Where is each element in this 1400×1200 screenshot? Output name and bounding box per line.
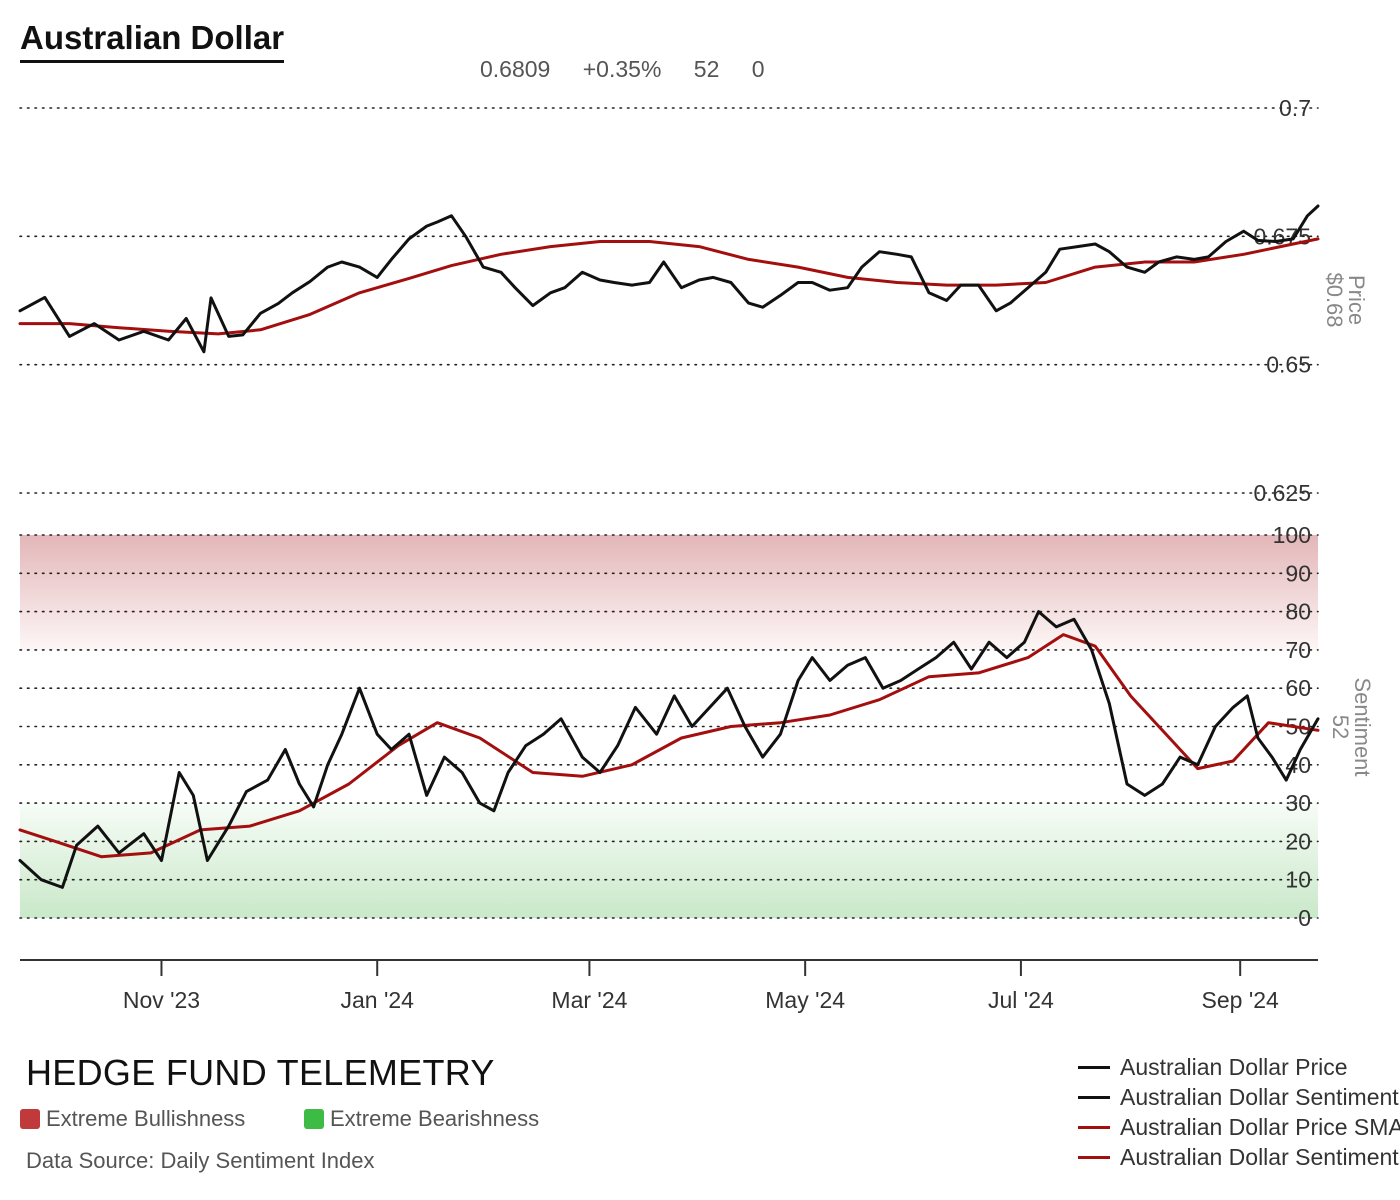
sentiment-tick-label: 20 — [1285, 828, 1311, 854]
sentiment-tick-label: 0 — [1298, 905, 1311, 931]
stat-sentiment: 52 — [693, 56, 720, 82]
sentiment-tick-label: 80 — [1285, 599, 1311, 625]
legend-label-price: Australian Dollar Price — [1120, 1053, 1348, 1080]
legend-label-sentiment-sma: Australian Dollar Sentiment SMA — [1120, 1143, 1400, 1170]
price-sma-line — [18, 237, 1320, 336]
bullish-label: Extreme Bullishness — [46, 1106, 246, 1131]
price-current-label: $0.68 — [1322, 272, 1347, 327]
price-tick-label: 0.65 — [1266, 352, 1311, 378]
sentiment-tick-label: 60 — [1285, 675, 1311, 701]
legend-label-price-sma: Australian Dollar Price SMA — [1120, 1113, 1400, 1140]
price-tick-label: 0.625 — [1253, 480, 1311, 506]
price-axis-label: Price — [1344, 275, 1369, 325]
price-line — [18, 204, 1320, 354]
bearish-swatch — [304, 1109, 324, 1129]
sentiment-tick-label: 30 — [1285, 790, 1311, 816]
stat-sentiment-change: 0 — [751, 56, 765, 82]
sentiment-sma-line — [18, 633, 1320, 859]
legend-label-sentiment: Australian Dollar Sentiment — [1120, 1083, 1399, 1110]
legend-item-price[interactable]: Australian Dollar Price — [1078, 1052, 1400, 1082]
data-source: Data Source: Daily Sentiment Index — [26, 1148, 375, 1173]
x-axis: Nov '23 Jan '24 Mar '24 May '24 Jul '24 Sep '… — [20, 959, 1318, 1013]
legend-line-sentiment-sma — [1078, 1155, 1110, 1159]
x-tick-label: Mar '24 — [551, 987, 627, 1013]
series-legend: Australian Dollar Price Australian Dolla… — [1078, 1052, 1400, 1172]
sentiment-tick-label: 90 — [1285, 560, 1311, 586]
legend-line-price-sma — [1078, 1125, 1110, 1129]
stat-change: +0.35% — [582, 56, 662, 82]
sentiment-tick-label: 10 — [1285, 867, 1311, 893]
brand-title: HEDGE FUND TELEMETRY — [26, 1052, 495, 1093]
sentiment-tick-label: 100 — [1273, 522, 1311, 548]
legend-item-sentiment[interactable]: Australian Dollar Sentiment — [1078, 1082, 1400, 1112]
stat-price: 0.6809 — [480, 56, 551, 82]
x-tick-label: Jul '24 — [988, 987, 1054, 1013]
x-tick-label: Nov '23 — [123, 987, 200, 1013]
legend-item-sentiment-sma[interactable]: Australian Dollar Sentiment SMA — [1078, 1142, 1400, 1172]
x-tick-label: Sep '24 — [1202, 987, 1279, 1013]
sentiment-axis-label: Sentiment — [1350, 677, 1375, 776]
legend-item-price-sma[interactable]: Australian Dollar Price SMA — [1078, 1112, 1400, 1142]
bearish-label: Extreme Bearishness — [330, 1106, 540, 1131]
x-tick-label: Jan '24 — [340, 987, 414, 1013]
legend-line-sentiment — [1078, 1095, 1110, 1099]
sentiment-tick-label: 70 — [1285, 637, 1311, 663]
page-title: Australian Dollar — [20, 18, 285, 63]
extreme-bullish-band — [20, 535, 1318, 650]
x-tick-label: May '24 — [765, 987, 845, 1013]
sentiment-line — [18, 610, 1320, 889]
sentiment-current-label: 52 — [1328, 715, 1353, 739]
extreme-bearish-band — [20, 803, 1318, 918]
zone-legend-bullish: Extreme Bullishness — [20, 1106, 245, 1132]
stats-bar: 0.6809 +0.35% 52 0 — [480, 56, 791, 83]
series-layer — [18, 204, 1320, 889]
price-tick-label: 0.7 — [1279, 95, 1311, 121]
legend-line-price — [1078, 1065, 1110, 1069]
bullish-swatch — [20, 1109, 40, 1129]
zone-legend-bearish: Extreme Bearishness — [304, 1106, 539, 1132]
